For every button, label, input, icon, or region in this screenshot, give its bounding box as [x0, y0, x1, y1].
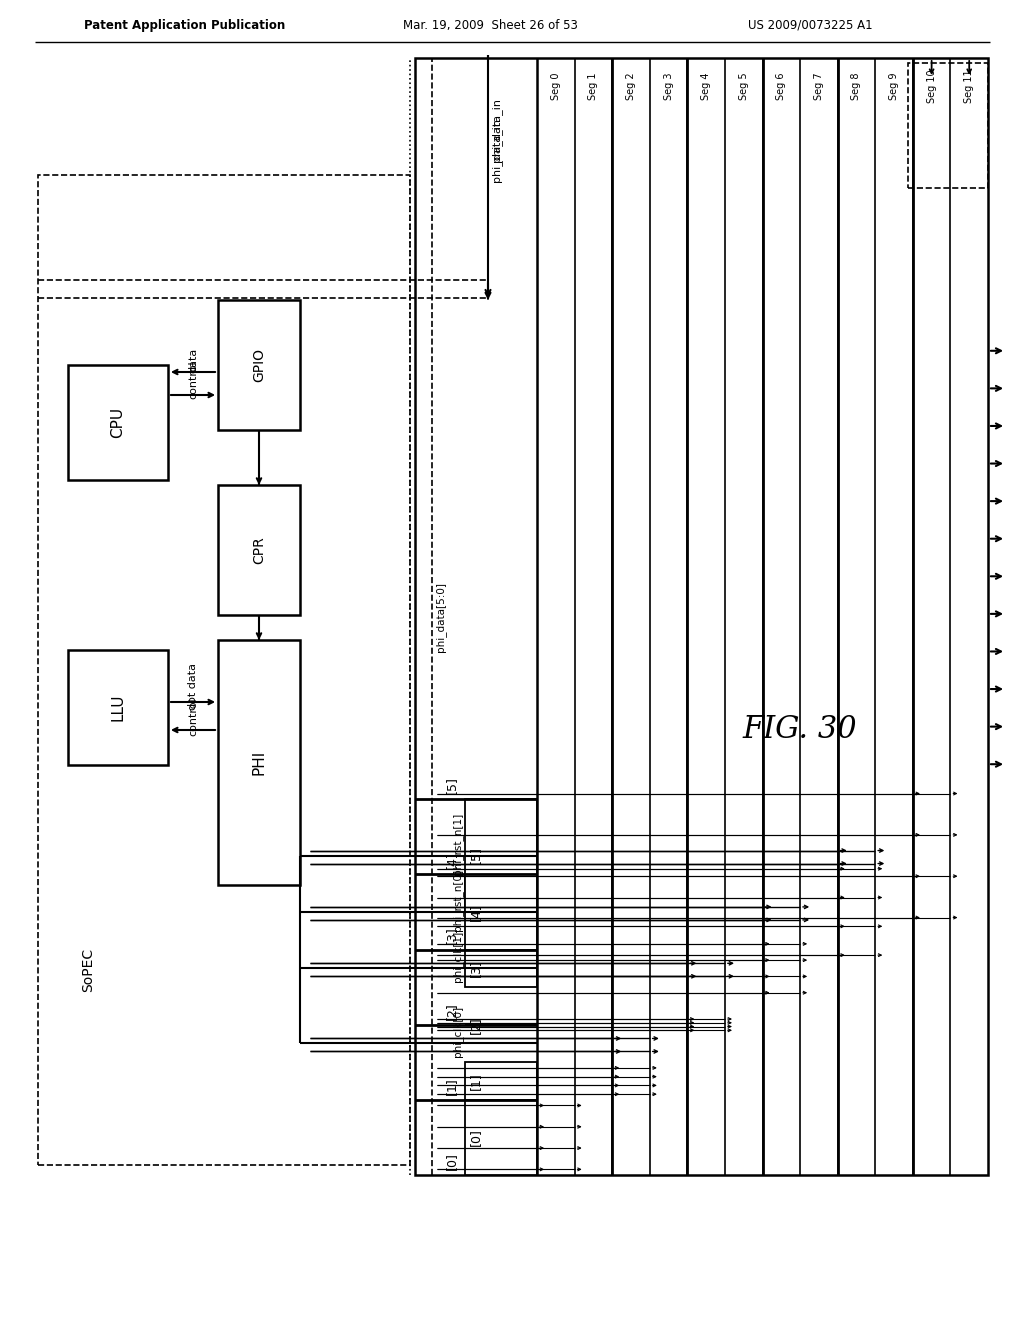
Text: Seg 11: Seg 11 — [965, 69, 974, 103]
Text: CPU: CPU — [111, 407, 126, 438]
Bar — [218, 484, 300, 615]
Bar — [68, 649, 168, 766]
Text: US 2009/0073225 A1: US 2009/0073225 A1 — [748, 18, 872, 32]
Text: Seg 4: Seg 4 — [701, 73, 711, 100]
Bar — [68, 366, 168, 480]
Bar — [38, 176, 410, 1166]
Bar — [465, 1063, 537, 1100]
Text: GPIO: GPIO — [252, 348, 266, 381]
Text: FIG. 30: FIG. 30 — [742, 714, 857, 746]
Bar — [465, 874, 537, 949]
Text: Seg 3: Seg 3 — [664, 73, 674, 100]
Text: phi_clk[1]: phi_clk[1] — [453, 931, 464, 982]
Bar — [218, 300, 300, 430]
Text: Seg 10: Seg 10 — [927, 69, 937, 103]
Text: Seg 1: Seg 1 — [589, 73, 598, 100]
Text: data: data — [188, 347, 198, 372]
Text: LLU: LLU — [111, 694, 126, 721]
Text: SoPEC: SoPEC — [81, 948, 95, 993]
Text: Seg 9: Seg 9 — [889, 73, 899, 100]
Text: [2]: [2] — [445, 1002, 458, 1019]
Bar — [415, 58, 988, 1175]
Bar — [908, 63, 988, 187]
Text: PHI: PHI — [252, 750, 266, 775]
Text: control: control — [188, 360, 198, 400]
Bar — [465, 949, 537, 987]
Text: [1]: [1] — [469, 1072, 481, 1090]
Text: Seg 2: Seg 2 — [626, 73, 636, 100]
Text: [4]: [4] — [445, 851, 458, 870]
Text: phi_data_in: phi_data_in — [492, 98, 503, 162]
Text: control: control — [188, 698, 198, 737]
Text: Seg 6: Seg 6 — [776, 73, 786, 100]
Text: [2]: [2] — [469, 1016, 481, 1034]
Text: Seg 5: Seg 5 — [738, 73, 749, 100]
Text: dot data: dot data — [188, 664, 198, 710]
Text: Seg 0: Seg 0 — [551, 73, 561, 100]
Text: [4]: [4] — [469, 903, 481, 921]
Text: [5]: [5] — [445, 776, 458, 795]
Text: [5]: [5] — [469, 846, 481, 865]
Text: [3]: [3] — [445, 927, 458, 945]
Text: [0]: [0] — [469, 1129, 481, 1146]
Text: phi_data[5:0]: phi_data[5:0] — [435, 582, 446, 652]
Text: phi_clk[0]: phi_clk[0] — [453, 1006, 464, 1057]
Text: [1]: [1] — [445, 1077, 458, 1094]
Text: Patent Application Publication: Patent Application Publication — [84, 18, 286, 32]
Text: Seg 8: Seg 8 — [852, 73, 861, 100]
Text: phi_rst_n[0]: phi_rst_n[0] — [453, 869, 464, 931]
Bar — [218, 640, 300, 884]
Bar — [465, 799, 537, 912]
Text: Seg 7: Seg 7 — [814, 73, 824, 100]
Text: [3]: [3] — [469, 960, 481, 977]
Text: phi_rst_n[1]: phi_rst_n[1] — [453, 812, 464, 875]
Text: phi_data_in: phi_data_in — [492, 117, 503, 182]
Text: [0]: [0] — [445, 1152, 458, 1170]
Text: Mar. 19, 2009  Sheet 26 of 53: Mar. 19, 2009 Sheet 26 of 53 — [402, 18, 578, 32]
Bar — [465, 1100, 537, 1175]
Text: CPR: CPR — [252, 536, 266, 564]
